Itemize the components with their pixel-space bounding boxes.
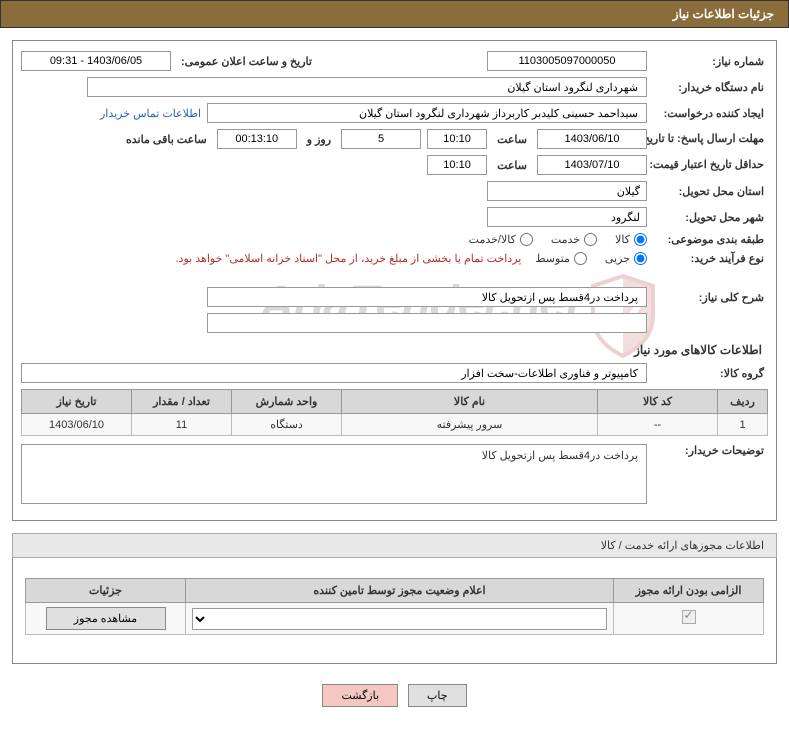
process-label: نوع فرآیند خرید:: [653, 252, 768, 265]
cell-name: سرور پیشرفته: [342, 414, 598, 436]
requester-label: ایجاد کننده درخواست:: [653, 107, 768, 120]
city-field: [487, 207, 647, 227]
need-number-label: شماره نیاز:: [653, 55, 768, 68]
action-buttons: چاپ بازگشت: [0, 676, 789, 721]
cell-code: --: [598, 414, 718, 436]
mandatory-checkbox: [682, 610, 696, 624]
buyer-desc-box: پرداخت در4قسط پس ازتحویل کالا: [21, 444, 647, 504]
table-header-row: ردیف کد کالا نام کالا واحد شمارش تعداد /…: [22, 390, 768, 414]
status-select[interactable]: [192, 608, 607, 630]
validity-label: حداقل تاریخ اعتبار قیمت: تا تاریخ:: [653, 158, 768, 172]
summary-field-2: [207, 313, 647, 333]
th-row: ردیف: [718, 390, 768, 414]
view-permit-button[interactable]: مشاهده مجوز: [46, 607, 166, 630]
cell-mandatory: [614, 603, 764, 635]
th-mandatory: الزامی بودن ارائه مجوز: [614, 579, 764, 603]
radio-both-label: کالا/خدمت: [469, 233, 516, 246]
validity-time-field: [427, 155, 487, 175]
print-button[interactable]: چاپ: [408, 684, 467, 707]
row-deadline: مهلت ارسال پاسخ: تا تاریخ: ساعت روز و سا…: [21, 129, 768, 149]
row-city: شهر محل تحویل:: [21, 207, 768, 227]
radio-service-label: خدمت: [551, 233, 580, 246]
deadline-date-field: [537, 129, 647, 149]
row-need-number: شماره نیاز: تاریخ و ساعت اعلان عمومی:: [21, 51, 768, 71]
th-unit: واحد شمارش: [232, 390, 342, 414]
validity-date-field: [537, 155, 647, 175]
row-category: طبقه بندی موضوعی: کالا خدمت کالا/خدمت: [21, 233, 768, 246]
category-label: طبقه بندی موضوعی:: [653, 233, 768, 246]
row-requester: ایجاد کننده درخواست: اطلاعات تماس خریدار: [21, 103, 768, 123]
summary-field: [207, 287, 647, 307]
table-row: 1 -- سرور پیشرفته دستگاه 11 1403/06/10: [22, 414, 768, 436]
days-and-label: روز و: [303, 133, 335, 146]
permits-panel: الزامی بودن ارائه مجوز اعلام وضعیت مجوز …: [12, 558, 777, 664]
radio-goods[interactable]: [634, 233, 647, 246]
main-panel: AriaTender.net شماره نیاز: تاریخ و ساعت …: [12, 40, 777, 521]
category-radio-group: کالا خدمت کالا/خدمت: [469, 233, 647, 246]
cell-qty: 11: [132, 414, 232, 436]
radio-small-label: جزیی: [605, 252, 630, 265]
cell-unit: دستگاه: [232, 414, 342, 436]
permits-title: اطلاعات مجوزهای ارائه خدمت / کالا: [601, 540, 764, 552]
buyer-contact-link[interactable]: اطلاعات تماس خریدار: [100, 107, 201, 120]
goods-group-label: گروه کالا:: [653, 367, 768, 380]
row-province: استان محل تحویل:: [21, 181, 768, 201]
cell-status: [186, 603, 614, 635]
buyer-org-label: نام دستگاه خریدار:: [653, 81, 768, 94]
buyer-desc-label: توضیحات خریدار:: [653, 444, 768, 457]
buyer-org-field: [87, 77, 647, 97]
radio-medium-label: متوسط: [535, 252, 570, 265]
row-summary-extra: [21, 313, 768, 333]
time-label-1: ساعت: [493, 133, 531, 146]
row-process: نوع فرآیند خرید: جزیی متوسط پرداخت تمام …: [21, 252, 768, 265]
page-header: جزئیات اطلاعات نیاز: [0, 0, 789, 28]
permits-row: مشاهده مجوز: [26, 603, 764, 635]
th-name: نام کالا: [342, 390, 598, 414]
radio-service[interactable]: [584, 233, 597, 246]
goods-table: ردیف کد کالا نام کالا واحد شمارش تعداد /…: [21, 389, 768, 436]
deadline-time-field: [427, 129, 487, 149]
goods-group-field: [21, 363, 647, 383]
countdown-field: [217, 129, 297, 149]
th-code: کد کالا: [598, 390, 718, 414]
back-button[interactable]: بازگشت: [322, 684, 398, 707]
radio-goods-label: کالا: [615, 233, 630, 246]
radio-medium[interactable]: [574, 252, 587, 265]
page-title: جزئیات اطلاعات نیاز: [673, 7, 774, 21]
cell-row: 1: [718, 414, 768, 436]
row-buyer-desc: توضیحات خریدار: پرداخت در4قسط پس ازتحویل…: [21, 444, 768, 504]
row-summary: شرح کلی نیاز:: [21, 287, 768, 307]
days-remaining-field: [341, 129, 421, 149]
th-status: اعلام وضعیت مجوز توسط تامین کننده: [186, 579, 614, 603]
th-qty: تعداد / مقدار: [132, 390, 232, 414]
th-details: جزئیات: [26, 579, 186, 603]
province-field: [487, 181, 647, 201]
cell-details: مشاهده مجوز: [26, 603, 186, 635]
deadline-label: مهلت ارسال پاسخ: تا تاریخ:: [653, 132, 768, 146]
need-number-field: [487, 51, 647, 71]
radio-small[interactable]: [634, 252, 647, 265]
city-label: شهر محل تحویل:: [653, 211, 768, 224]
remaining-label: ساعت باقی مانده: [122, 133, 211, 146]
announce-field: [21, 51, 171, 71]
row-goods-group: گروه کالا:: [21, 363, 768, 383]
time-label-2: ساعت: [493, 159, 531, 172]
requester-field: [207, 103, 647, 123]
permits-header: اطلاعات مجوزهای ارائه خدمت / کالا: [12, 533, 777, 558]
radio-both[interactable]: [520, 233, 533, 246]
permits-table: الزامی بودن ارائه مجوز اعلام وضعیت مجوز …: [25, 578, 764, 635]
process-radio-group: جزیی متوسط: [535, 252, 647, 265]
province-label: استان محل تحویل:: [653, 185, 768, 198]
process-note: پرداخت تمام یا بخشی از مبلغ خرید، از محل…: [176, 252, 530, 265]
row-validity: حداقل تاریخ اعتبار قیمت: تا تاریخ: ساعت: [21, 155, 768, 175]
permits-header-row: الزامی بودن ارائه مجوز اعلام وضعیت مجوز …: [26, 579, 764, 603]
row-buyer-org: نام دستگاه خریدار:: [21, 77, 768, 97]
summary-label: شرح کلی نیاز:: [653, 291, 768, 304]
goods-info-title: اطلاعات کالاهای مورد نیاز: [27, 343, 762, 357]
th-date: تاریخ نیاز: [22, 390, 132, 414]
announce-label: تاریخ و ساعت اعلان عمومی:: [177, 55, 316, 68]
cell-date: 1403/06/10: [22, 414, 132, 436]
